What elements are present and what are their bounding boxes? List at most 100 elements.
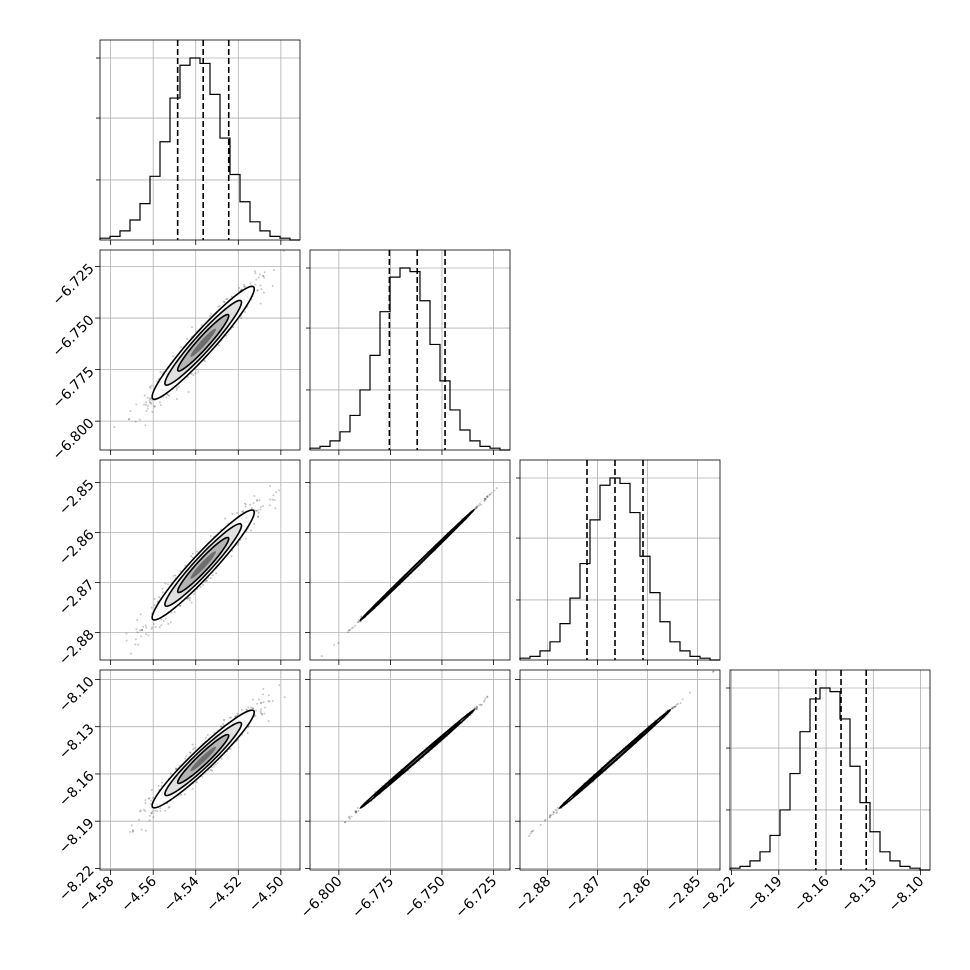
scatter-point [143, 403, 146, 406]
scatter-point [236, 712, 239, 715]
scatter-point [209, 535, 212, 538]
histogram-step-1 [99, 57, 300, 241]
scatter-point [148, 399, 151, 402]
scatter-point [139, 809, 142, 812]
scatter-point [243, 285, 246, 288]
scatter-point [267, 700, 270, 703]
scatter-point [539, 823, 542, 826]
scatter-point [256, 289, 259, 292]
scatter-point [220, 725, 223, 728]
scatter-point [282, 250, 285, 252]
x-tick-label-1: −4.54 [161, 873, 203, 915]
scatter-point [262, 274, 265, 277]
scatter-point [252, 698, 255, 701]
scatter-point [269, 498, 272, 501]
scatter-point [222, 722, 225, 725]
scatter-point [277, 489, 280, 492]
scatter-point [482, 700, 485, 703]
scatter-point [267, 720, 270, 723]
scatter-point [138, 810, 141, 813]
scatter-point [476, 706, 479, 709]
scatter-point [145, 626, 148, 629]
scatter-point [261, 274, 264, 277]
x-tick-label-2: −6.725 [452, 874, 500, 922]
scatter-point [268, 700, 271, 703]
scatter-point [180, 346, 183, 349]
scatter-point [153, 597, 156, 600]
scatter-point [148, 814, 151, 817]
scatter-point [147, 405, 150, 408]
scatter-point [259, 273, 262, 276]
scatter-point [216, 762, 219, 765]
scatter-point [349, 817, 352, 820]
scatter-point [204, 736, 207, 739]
scatter-point [256, 289, 259, 292]
contour-level-1 [190, 551, 216, 579]
scatter-point [175, 397, 178, 400]
scatter-point [257, 276, 260, 279]
scatter-point [140, 628, 143, 631]
scatter-point [168, 805, 171, 808]
scatter-point [256, 509, 259, 512]
scatter-point [177, 385, 180, 388]
histogram-step-2 [309, 267, 510, 451]
scatter-point [179, 570, 182, 573]
scatter-point [357, 809, 360, 812]
scatter-point [164, 582, 167, 585]
scatter-point [670, 707, 673, 710]
scatter-point [186, 337, 189, 340]
scatter-point [223, 301, 226, 304]
scatter-point [113, 426, 116, 429]
scatter-point [222, 719, 225, 722]
scatter-point [486, 695, 489, 698]
scatter-point [263, 706, 266, 709]
scatter-point [161, 591, 164, 594]
scatter-point [174, 768, 177, 771]
scatter-point [166, 583, 169, 586]
scatter-point [486, 495, 489, 498]
scatter-point [355, 810, 358, 813]
scatter-point [548, 815, 551, 818]
scatter-point [201, 775, 204, 778]
scatter-point [141, 629, 144, 632]
scatter-point [230, 716, 233, 719]
scatter-point [135, 628, 138, 631]
scatter-point [337, 641, 340, 644]
scatter-point [169, 621, 172, 624]
contour-level-1 [403, 746, 432, 772]
scatter-point [149, 802, 152, 805]
scatter-point [117, 663, 119, 665]
y-tick-label-3: −2.85 [56, 477, 98, 519]
scatter-point [206, 733, 209, 736]
scatter-point [136, 618, 139, 621]
scatter-point [140, 828, 143, 831]
scatter-point [222, 300, 225, 303]
scatter-point [159, 403, 162, 406]
scatter-point [354, 811, 357, 814]
scatter-panel-1-2: −6.800−6.775−6.750−6.725 [50, 249, 301, 463]
scatter-point [213, 765, 216, 768]
scatter-point [486, 496, 489, 499]
scatter-point [144, 801, 147, 804]
scatter-point [236, 511, 239, 514]
scatter-point [484, 497, 487, 500]
scatter-point [552, 813, 555, 816]
scatter-point [320, 655, 323, 658]
scatter-point [262, 291, 265, 294]
scatter-point [172, 574, 175, 577]
scatter-point [255, 278, 258, 281]
scatter-point [352, 626, 355, 629]
scatter-point [131, 830, 134, 833]
scatter-point [130, 824, 133, 827]
scatter-point [134, 420, 137, 423]
scatter-point [203, 360, 206, 363]
scatter-point [214, 763, 217, 766]
scatter-point [230, 295, 233, 298]
scatter-point [138, 418, 141, 421]
scatter-point [194, 372, 197, 375]
panel-frame [99, 249, 301, 451]
scatter-point [354, 810, 357, 813]
scatter-point [268, 504, 271, 507]
scatter-point [184, 564, 187, 567]
x-tick-label-2: −6.800 [298, 874, 346, 922]
